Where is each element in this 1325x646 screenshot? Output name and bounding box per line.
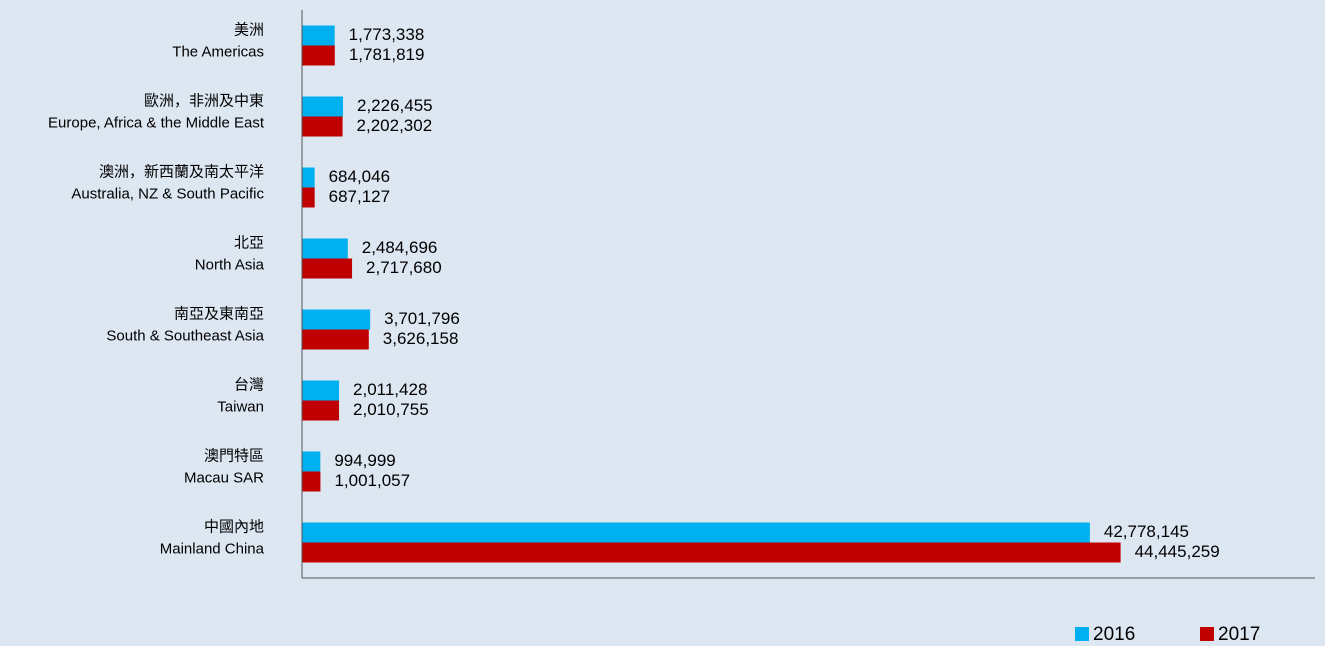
value-label: 2,226,455 [357,96,433,115]
category-label-zh: 歐洲，非洲及中東 [144,92,264,109]
value-label: 2,010,755 [353,400,429,419]
value-label: 3,701,796 [384,309,460,328]
legend-swatch [1075,627,1089,641]
value-label: 2,202,302 [357,116,433,135]
value-label: 2,717,680 [366,258,442,277]
bar [302,116,343,137]
value-label: 44,445,259 [1135,542,1220,561]
category-label-zh: 北亞 [234,234,264,251]
bar [302,471,321,492]
bar [302,400,340,421]
value-label: 1,773,338 [349,25,425,44]
bar [302,380,340,401]
category-label-zh: 中國內地 [204,518,264,535]
legend-label: 2017 [1218,624,1260,645]
value-label: 1,001,057 [334,471,410,490]
category-label-en: Europe, Africa & the Middle East [48,114,265,131]
bar [302,451,321,472]
category-label-en: Australia, NZ & South Pacific [71,185,264,202]
category-label-en: The Americas [172,43,264,60]
bar [302,258,353,279]
category-label-zh: 台灣 [234,376,264,393]
bar [302,542,1121,563]
bar [302,45,335,66]
value-label: 1,781,819 [349,45,425,64]
category-label-en: Taiwan [217,398,264,415]
bar [302,187,315,208]
bar [302,522,1090,543]
category-label-zh: 澳洲，新西蘭及南太平洋 [99,163,264,180]
category-label-en: Macau SAR [184,469,264,486]
category-label-en: South & Southeast Asia [106,327,264,344]
value-label: 3,626,158 [383,329,459,348]
value-label: 687,127 [329,187,390,206]
bar [302,167,315,188]
category-label-zh: 澳門特區 [204,447,264,464]
legend-label: 2016 [1093,624,1135,645]
bar [302,329,369,350]
value-label: 2,484,696 [362,238,438,257]
bar [302,238,348,259]
value-label: 2,011,428 [353,380,427,399]
bar [302,309,371,330]
value-label: 994,999 [334,451,395,470]
category-label-en: Mainland China [160,540,265,557]
category-label-zh: 南亞及東南亞 [174,305,264,322]
value-label: 42,778,145 [1104,522,1189,541]
category-label-zh: 美洲 [234,21,264,38]
category-label-en: North Asia [195,256,265,273]
bar [302,25,335,46]
value-label: 684,046 [329,167,390,186]
legend-swatch [1200,627,1214,641]
bar [302,96,344,117]
